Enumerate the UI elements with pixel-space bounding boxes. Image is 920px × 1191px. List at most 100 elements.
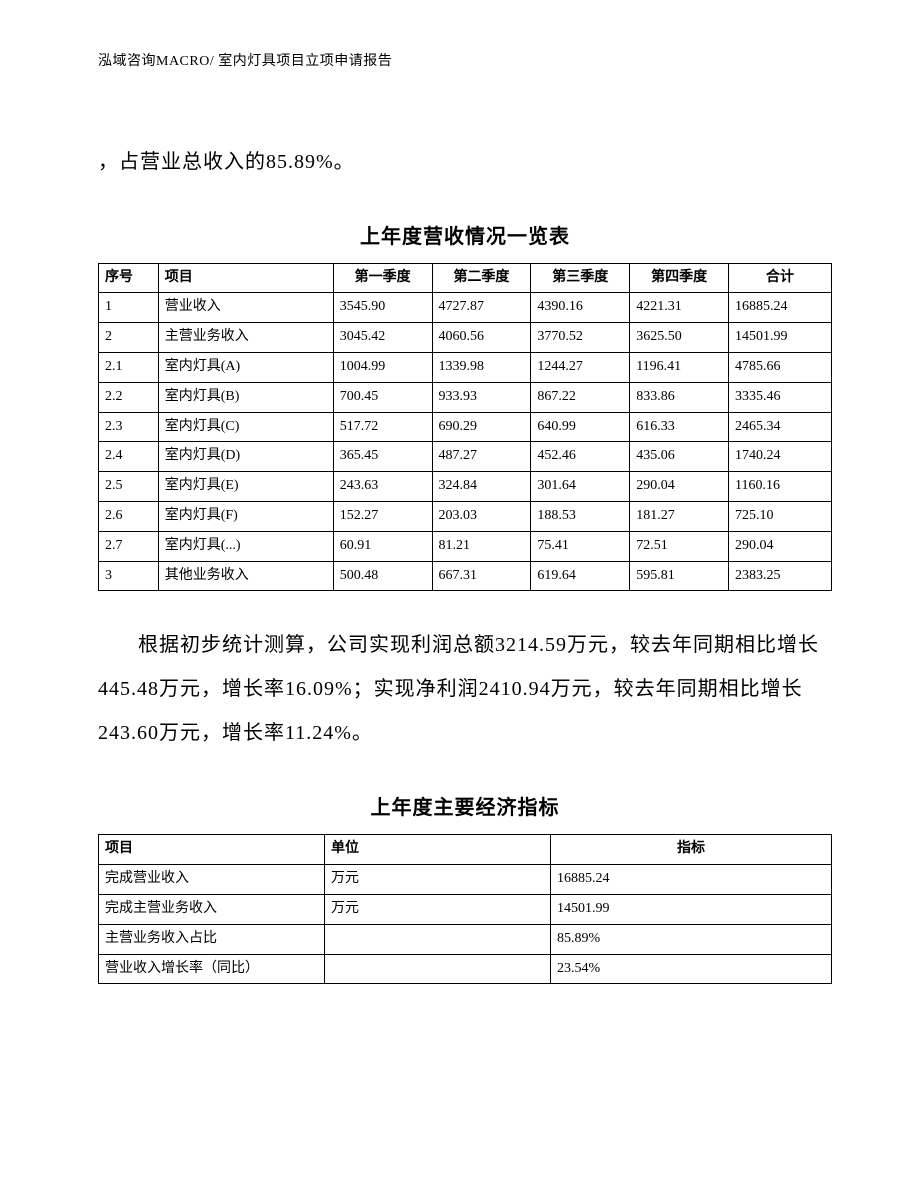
table-cell: 其他业务收入 (158, 561, 333, 591)
table-cell: 3770.52 (531, 323, 630, 353)
table-cell: 室内灯具(...) (158, 531, 333, 561)
col-unit: 单位 (325, 835, 551, 865)
table-cell: 181.27 (630, 501, 729, 531)
table-cell: 152.27 (333, 501, 432, 531)
table-cell: 3045.42 (333, 323, 432, 353)
table-cell: 室内灯具(D) (158, 442, 333, 472)
table-cell: 23.54% (551, 954, 832, 984)
table-cell: 完成主营业务收入 (99, 894, 325, 924)
table-cell: 4727.87 (432, 293, 531, 323)
table-row: 主营业务收入占比 85.89% (99, 924, 832, 954)
table-row: 2.2室内灯具(B)700.45933.93867.22833.863335.4… (99, 382, 832, 412)
table-cell: 500.48 (333, 561, 432, 591)
table-cell: 2465.34 (729, 412, 832, 442)
col-q2: 第二季度 (432, 263, 531, 293)
table-cell: 867.22 (531, 382, 630, 412)
table-cell: 72.51 (630, 531, 729, 561)
table-cell: 2.3 (99, 412, 159, 442)
table-cell: 324.84 (432, 472, 531, 502)
table-row: 2.5室内灯具(E)243.63324.84301.64290.041160.1… (99, 472, 832, 502)
table-row: 2主营业务收入3045.424060.563770.523625.5014501… (99, 323, 832, 353)
table-cell: 290.04 (729, 531, 832, 561)
table-cell: 203.03 (432, 501, 531, 531)
col-indicator: 指标 (551, 835, 832, 865)
table2-title: 上年度主要经济指标 (98, 791, 832, 820)
table-cell: 营业收入增长率（同比） (99, 954, 325, 984)
revenue-table: 序号 项目 第一季度 第二季度 第三季度 第四季度 合计 1营业收入3545.9… (98, 263, 832, 592)
table-cell: 75.41 (531, 531, 630, 561)
table-cell: 933.93 (432, 382, 531, 412)
table-cell: 60.91 (333, 531, 432, 561)
table-row: 营业收入增长率（同比） 23.54% (99, 954, 832, 984)
table-row: 3其他业务收入500.48667.31619.64595.812383.25 (99, 561, 832, 591)
table-row: 完成营业收入万元16885.24 (99, 865, 832, 895)
table-cell: 365.45 (333, 442, 432, 472)
paragraph-1: ，占营业总收入的85.89%。 (98, 140, 832, 184)
table-cell: 85.89% (551, 924, 832, 954)
indicators-table: 项目 单位 指标 完成营业收入万元16885.24完成主营业务收入万元14501… (98, 834, 832, 984)
table-header-row: 项目 单位 指标 (99, 835, 832, 865)
table-cell: 万元 (325, 865, 551, 895)
table-cell: 室内灯具(E) (158, 472, 333, 502)
table-cell: 1339.98 (432, 352, 531, 382)
table-cell: 室内灯具(A) (158, 352, 333, 382)
table-row: 2.1室内灯具(A)1004.991339.981244.271196.4147… (99, 352, 832, 382)
table-cell: 301.64 (531, 472, 630, 502)
table-cell: 690.29 (432, 412, 531, 442)
table-header-row: 序号 项目 第一季度 第二季度 第三季度 第四季度 合计 (99, 263, 832, 293)
table-cell: 4221.31 (630, 293, 729, 323)
table-cell: 2.6 (99, 501, 159, 531)
table-cell: 1004.99 (333, 352, 432, 382)
table-cell: 万元 (325, 894, 551, 924)
table-cell: 2383.25 (729, 561, 832, 591)
table-row: 2.3室内灯具(C)517.72690.29640.99616.332465.3… (99, 412, 832, 442)
table-cell: 81.21 (432, 531, 531, 561)
table-cell: 4390.16 (531, 293, 630, 323)
table-cell: 1 (99, 293, 159, 323)
col-q3: 第三季度 (531, 263, 630, 293)
table-cell: 2.4 (99, 442, 159, 472)
table-cell: 3625.50 (630, 323, 729, 353)
table-cell: 3545.90 (333, 293, 432, 323)
table-cell: 619.64 (531, 561, 630, 591)
table-cell: 主营业务收入占比 (99, 924, 325, 954)
table-cell: 487.27 (432, 442, 531, 472)
table-cell: 4785.66 (729, 352, 832, 382)
col-project: 项目 (99, 835, 325, 865)
table-cell: 2.2 (99, 382, 159, 412)
table-cell: 2.7 (99, 531, 159, 561)
table-cell: 290.04 (630, 472, 729, 502)
col-seq: 序号 (99, 263, 159, 293)
table-cell: 2 (99, 323, 159, 353)
col-item: 项目 (158, 263, 333, 293)
table-cell: 室内灯具(C) (158, 412, 333, 442)
table-cell: 640.99 (531, 412, 630, 442)
table-cell: 室内灯具(B) (158, 382, 333, 412)
paragraph-2: 根据初步统计测算，公司实现利润总额3214.59万元，较去年同期相比增长445.… (98, 623, 832, 755)
table-row: 2.6室内灯具(F)152.27203.03188.53181.27725.10 (99, 501, 832, 531)
table-row: 完成主营业务收入万元14501.99 (99, 894, 832, 924)
table-cell: 2.1 (99, 352, 159, 382)
table1-title: 上年度营收情况一览表 (98, 220, 832, 249)
table-cell: 室内灯具(F) (158, 501, 333, 531)
table-cell: 1160.16 (729, 472, 832, 502)
table-cell: 14501.99 (729, 323, 832, 353)
table-cell (325, 924, 551, 954)
table-row: 1营业收入3545.904727.874390.164221.3116885.2… (99, 293, 832, 323)
table-cell: 1244.27 (531, 352, 630, 382)
table-cell: 725.10 (729, 501, 832, 531)
table-cell: 1196.41 (630, 352, 729, 382)
table-cell: 452.46 (531, 442, 630, 472)
col-q4: 第四季度 (630, 263, 729, 293)
col-q1: 第一季度 (333, 263, 432, 293)
table-cell: 667.31 (432, 561, 531, 591)
table-cell: 3335.46 (729, 382, 832, 412)
table-cell: 517.72 (333, 412, 432, 442)
table-cell: 主营业务收入 (158, 323, 333, 353)
table-cell: 4060.56 (432, 323, 531, 353)
table-cell: 700.45 (333, 382, 432, 412)
table-row: 2.7室内灯具(...)60.9181.2175.4172.51290.04 (99, 531, 832, 561)
table-cell (325, 954, 551, 984)
table-cell: 1740.24 (729, 442, 832, 472)
table-row: 2.4室内灯具(D)365.45487.27452.46435.061740.2… (99, 442, 832, 472)
